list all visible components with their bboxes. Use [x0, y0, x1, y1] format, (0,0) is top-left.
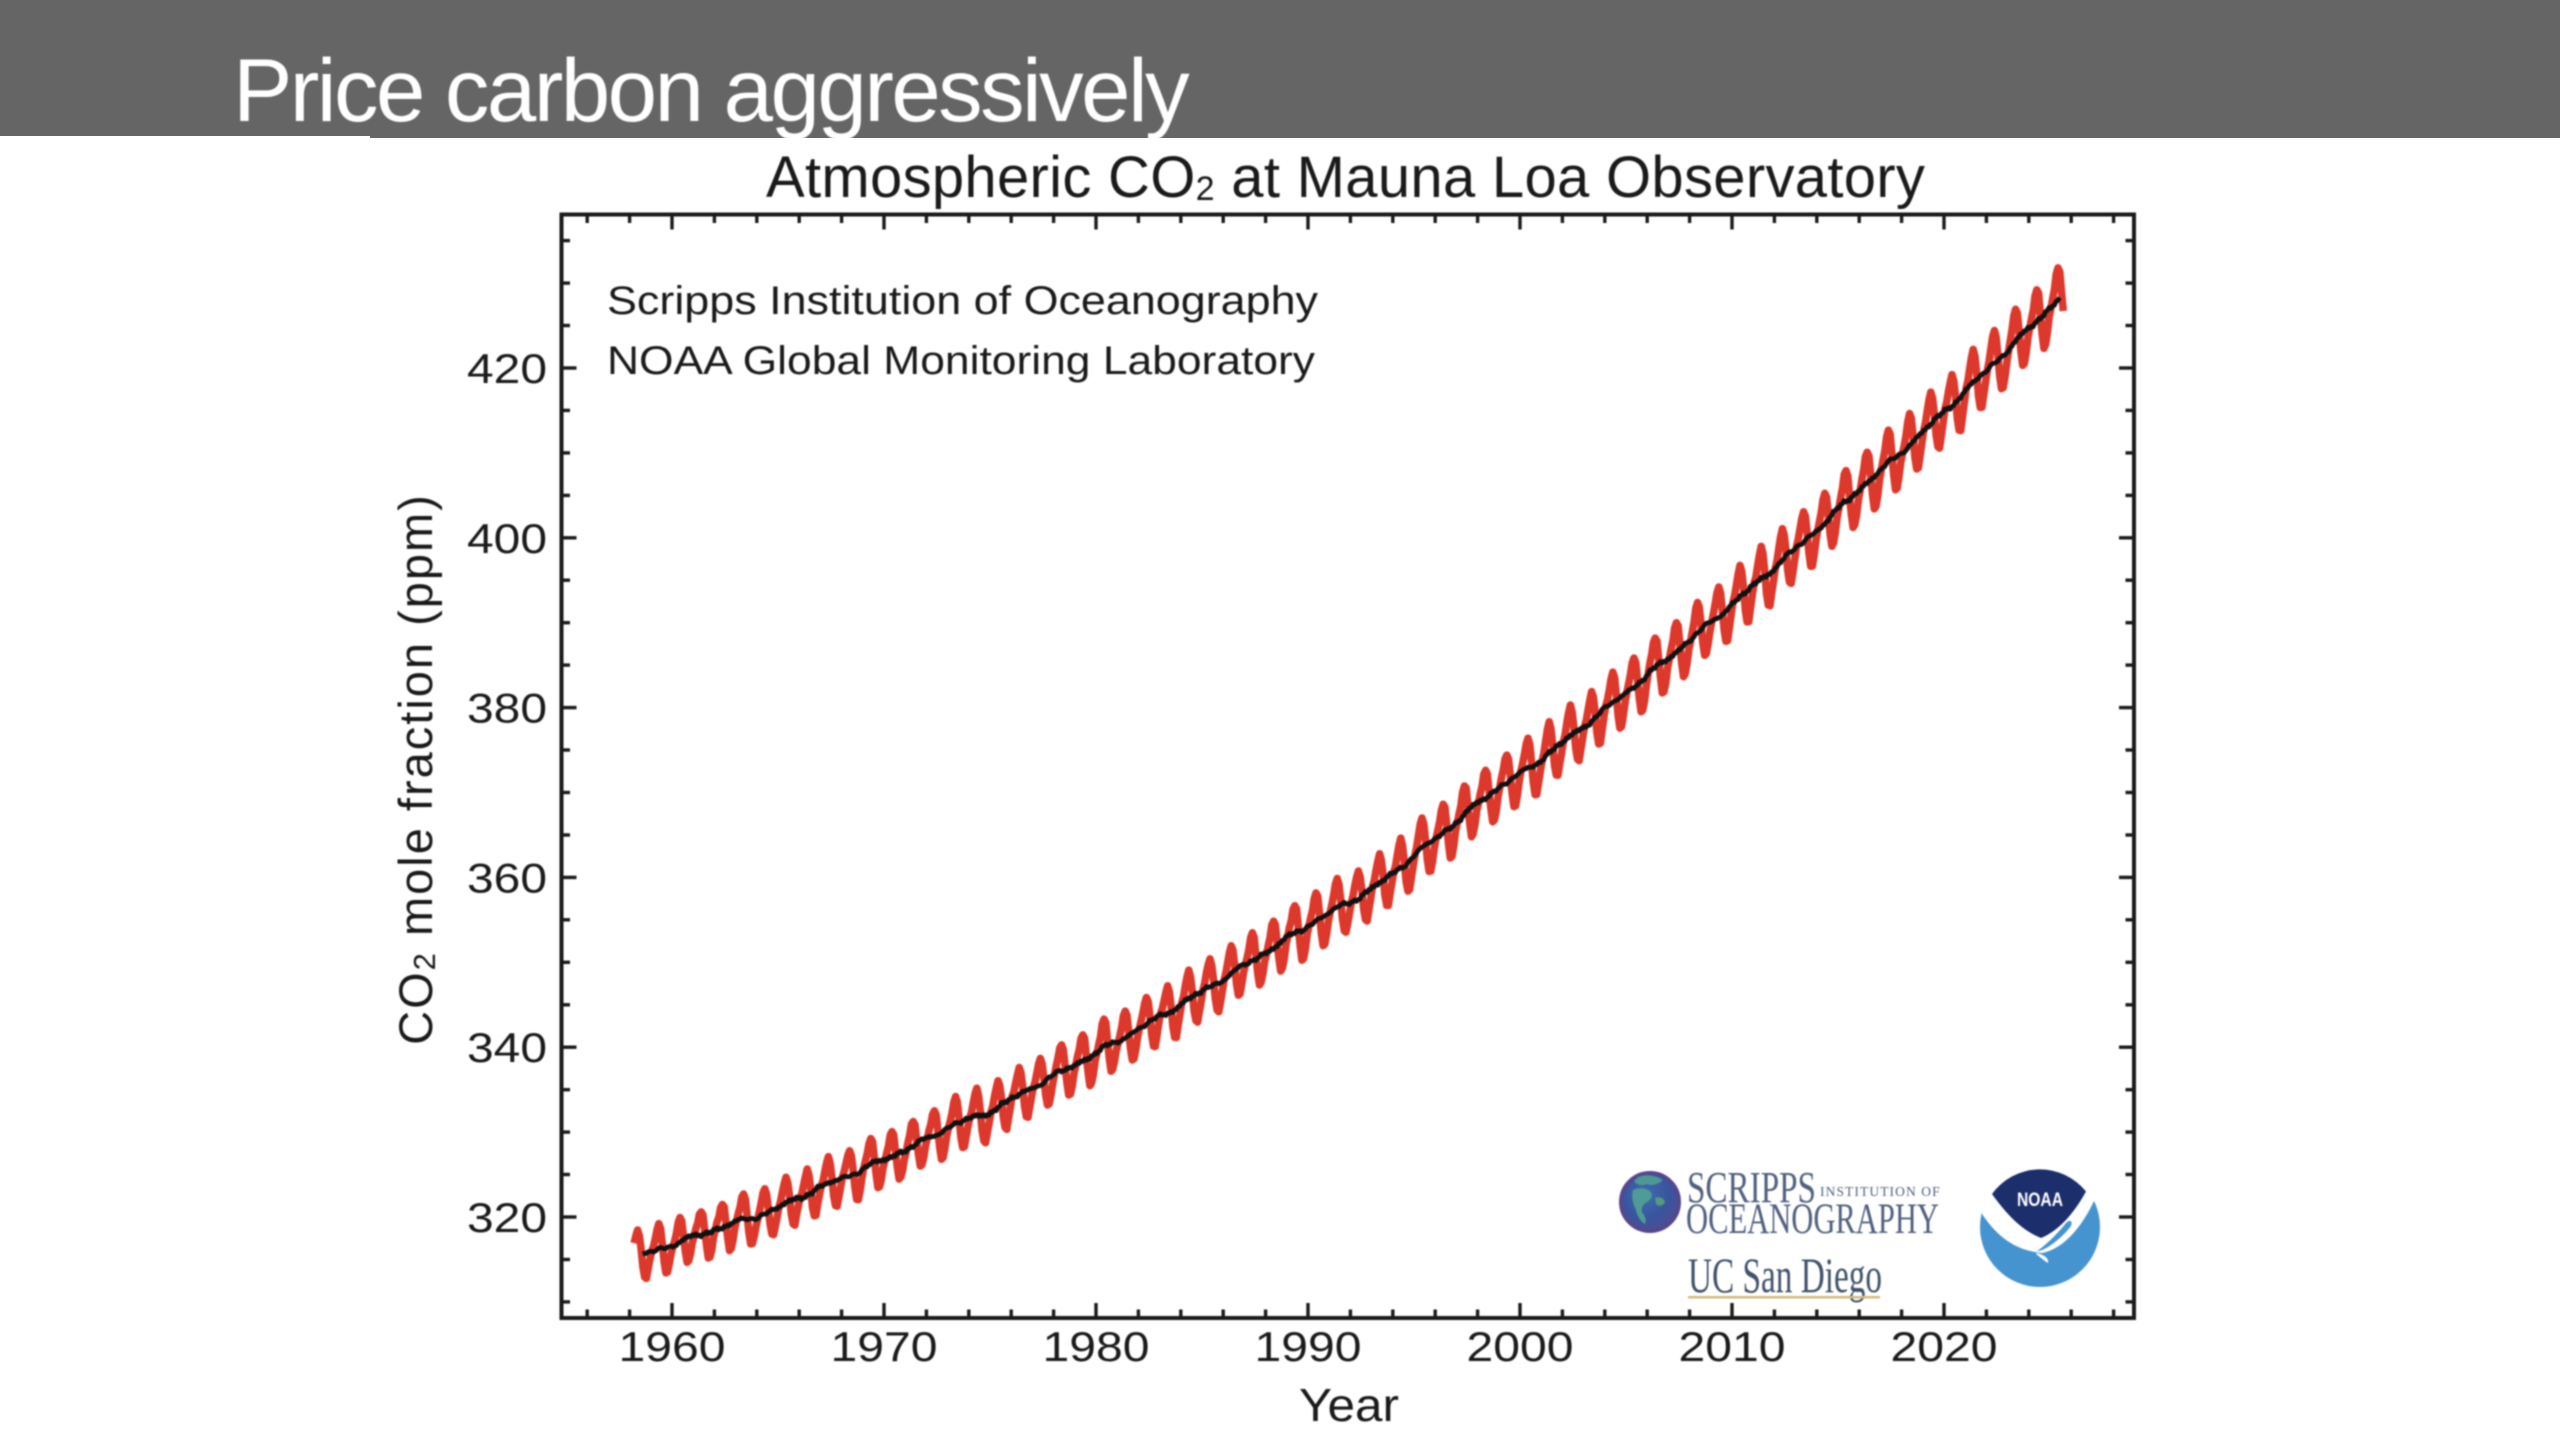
svg-text:1990: 1990 — [1255, 1323, 1362, 1370]
svg-text:360: 360 — [467, 854, 547, 901]
svg-text:320: 320 — [467, 1194, 547, 1241]
svg-text:2000: 2000 — [1467, 1323, 1574, 1370]
svg-text:UC San Diego: UC San Diego — [1688, 1247, 1882, 1303]
svg-text:1960: 1960 — [619, 1323, 726, 1370]
svg-text:Year: Year — [1299, 1379, 1399, 1431]
svg-text:INSTITUTION OF: INSTITUTION OF — [1820, 1184, 1941, 1199]
svg-text:CO2 mole fraction (ppm): CO2 mole fraction (ppm) — [389, 493, 442, 1045]
svg-text:2010: 2010 — [1679, 1323, 1786, 1370]
svg-text:Atmospheric CO2 at Mauna Loa O: Atmospheric CO2 at Mauna Loa Observatory — [766, 145, 1925, 210]
svg-text:SCRIPPS: SCRIPPS — [1687, 1163, 1816, 1212]
svg-text:Scripps Institution of Oceanog: Scripps Institution of Oceanography — [607, 279, 1318, 323]
svg-text:2020: 2020 — [1891, 1323, 1998, 1370]
svg-text:340: 340 — [467, 1024, 547, 1071]
svg-text:1970: 1970 — [831, 1323, 938, 1370]
svg-text:NOAA: NOAA — [2017, 1190, 2063, 1211]
svg-text:400: 400 — [467, 515, 547, 562]
svg-text:OCEANOGRAPHY: OCEANOGRAPHY — [1686, 1196, 1939, 1243]
svg-text:420: 420 — [467, 345, 547, 392]
svg-text:1980: 1980 — [1043, 1323, 1150, 1370]
svg-text:NOAA Global Monitoring Laborat: NOAA Global Monitoring Laboratory — [607, 339, 1315, 383]
svg-text:380: 380 — [467, 685, 547, 732]
